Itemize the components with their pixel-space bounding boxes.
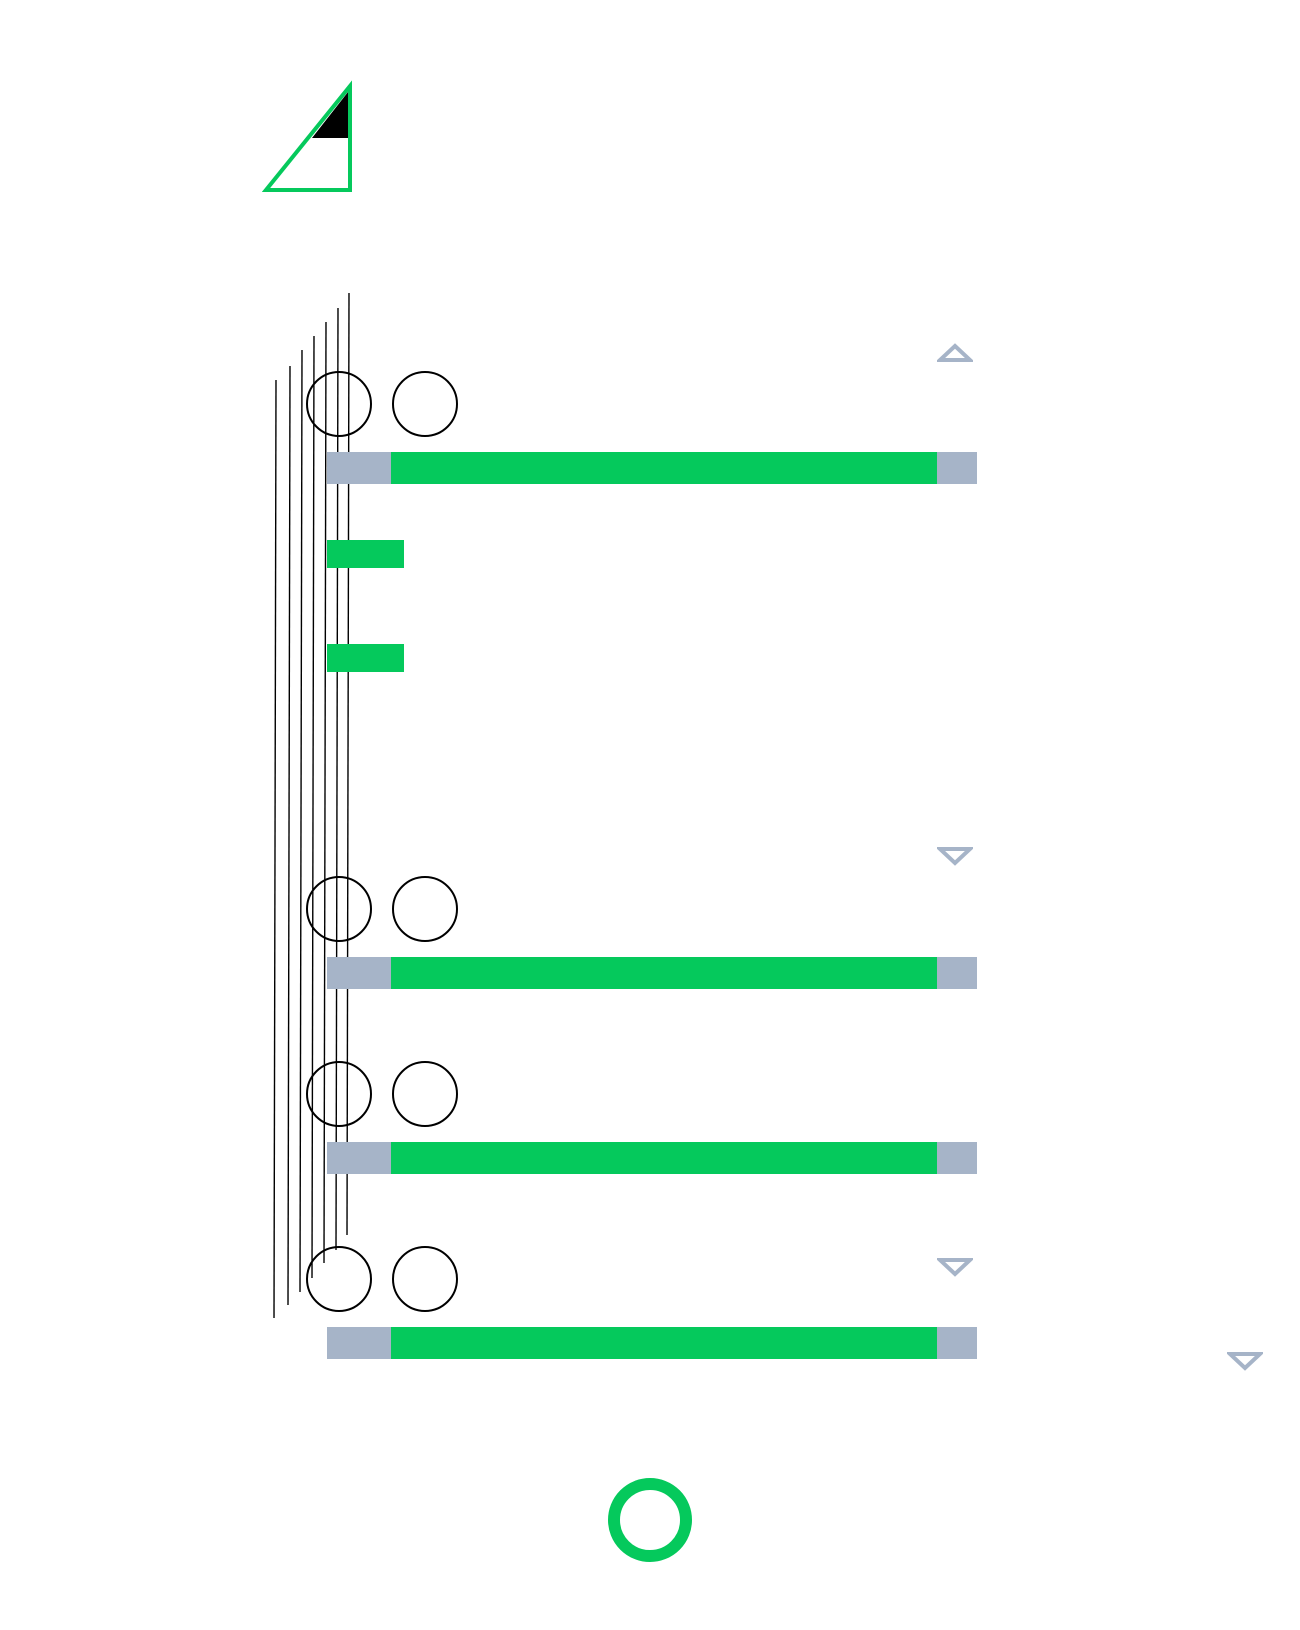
progress-bar: [327, 1142, 977, 1174]
progress-cap-right: [937, 452, 977, 484]
progress-bar: [327, 1327, 977, 1359]
radio-circle[interactable]: [306, 1061, 372, 1127]
radio-circle[interactable]: [306, 876, 372, 942]
progress-cap-right: [937, 1327, 977, 1359]
radio-pair: [300, 1246, 470, 1318]
chevron-down-icon[interactable]: [1227, 1351, 1263, 1371]
radio-circle[interactable]: [392, 1246, 458, 1312]
progress-fill: [391, 957, 937, 989]
progress-fill: [391, 452, 937, 484]
progress-cap-left: [327, 1327, 391, 1359]
radio-circle[interactable]: [306, 1246, 372, 1312]
progress-bar: [327, 452, 977, 484]
radio-pair: [300, 1061, 470, 1133]
sub-item-chip[interactable]: [327, 644, 404, 672]
chevron-up-icon[interactable]: [937, 343, 973, 363]
progress-cap-left: [327, 452, 391, 484]
ring-spinner-icon: [608, 1478, 692, 1562]
radio-pair: [300, 876, 470, 948]
chevron-down-icon[interactable]: [937, 846, 973, 866]
radio-pair: [300, 371, 470, 443]
triangle-logo-icon: [262, 80, 352, 192]
progress-fill: [391, 1327, 937, 1359]
progress-cap-left: [327, 957, 391, 989]
radio-circle[interactable]: [392, 1061, 458, 1127]
progress-cap-right: [937, 1142, 977, 1174]
sub-item-chip[interactable]: [327, 540, 404, 568]
radio-circle[interactable]: [392, 876, 458, 942]
chevron-down-icon[interactable]: [937, 1257, 973, 1277]
radio-circle[interactable]: [392, 371, 458, 437]
radio-circle[interactable]: [306, 371, 372, 437]
progress-cap-right: [937, 957, 977, 989]
progress-fill: [391, 1142, 937, 1174]
progress-cap-left: [327, 1142, 391, 1174]
progress-bar: [327, 957, 977, 989]
